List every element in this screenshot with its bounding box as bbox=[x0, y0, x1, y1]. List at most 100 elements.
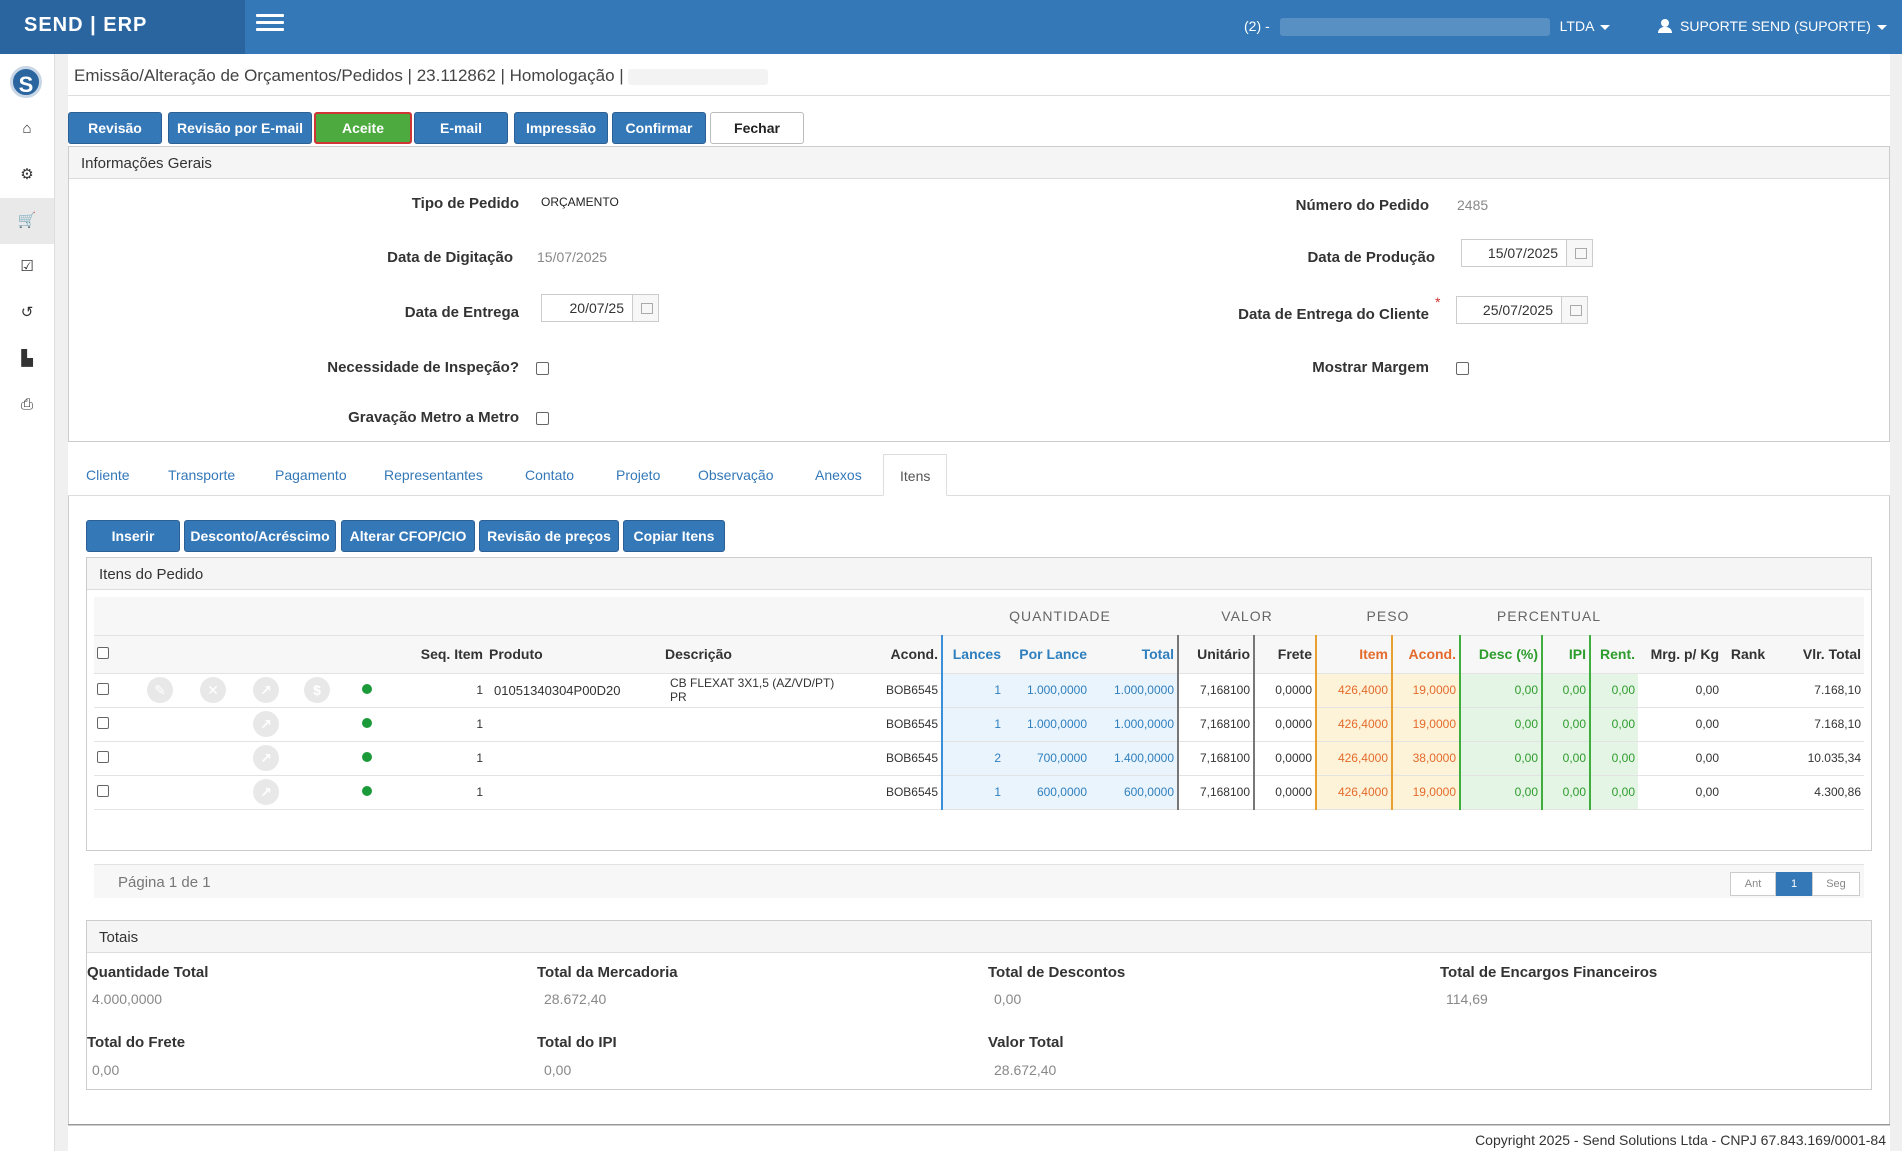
chart-icon[interactable]: ↗ bbox=[253, 677, 279, 703]
cell-ipi: 0,00 bbox=[1541, 707, 1590, 742]
col-item[interactable]: Item bbox=[1315, 635, 1392, 674]
revisao-email-button[interactable]: Revisão por E-mail bbox=[168, 112, 312, 144]
cell-lances: 1 bbox=[941, 673, 1004, 708]
row-checkbox[interactable] bbox=[97, 784, 109, 797]
inspecao-checkbox[interactable] bbox=[536, 362, 549, 375]
money-icon[interactable]: $ bbox=[304, 677, 330, 703]
row-checkbox[interactable] bbox=[97, 750, 109, 763]
col-rent[interactable]: Rent. bbox=[1589, 635, 1638, 674]
app-logo[interactable]: S bbox=[10, 66, 42, 98]
mostrar-margem-label: Mostrar Margem bbox=[1312, 359, 1429, 376]
home-icon[interactable]: ⌂ bbox=[22, 120, 32, 137]
data-entrega-cliente-input[interactable]: 25/07/2025 bbox=[1456, 296, 1588, 324]
row-checkbox[interactable] bbox=[97, 716, 109, 729]
company-selector[interactable]: (2) - LTDA bbox=[1244, 18, 1611, 37]
col-vlr-total[interactable]: Vlr. Total bbox=[1774, 635, 1864, 674]
cell-vlr-total: 7.168,10 bbox=[1774, 707, 1864, 742]
chart-icon[interactable]: ↗ bbox=[253, 779, 279, 805]
tab-itens[interactable]: Itens bbox=[883, 454, 948, 496]
col-frete[interactable]: Frete bbox=[1253, 635, 1316, 674]
col-produto[interactable]: Produto bbox=[486, 635, 662, 674]
gravacao-checkbox[interactable] bbox=[536, 412, 549, 425]
data-digitacao-label: Data de Digitação bbox=[387, 249, 513, 266]
cfop-button[interactable]: Alterar CFOP/CIO bbox=[341, 520, 475, 552]
table-row[interactable]: ↗ 1 BOB6545 1 1.000,0000 1.000,0000 7,16… bbox=[94, 707, 1864, 742]
settings-icon[interactable]: ⚙ bbox=[20, 166, 34, 183]
calendar-icon[interactable] bbox=[632, 295, 658, 321]
desconto-button[interactable]: Desconto/Acréscimo bbox=[184, 520, 336, 552]
checklist-icon[interactable]: ☑ bbox=[20, 258, 34, 275]
total-descontos-value: 0,00 bbox=[994, 991, 1022, 1007]
calendar-icon[interactable] bbox=[1566, 240, 1592, 266]
col-desc[interactable]: Desc (%) bbox=[1459, 635, 1542, 674]
status-dot-icon bbox=[362, 752, 372, 762]
menu-toggle-icon[interactable] bbox=[256, 14, 284, 36]
pager-next[interactable]: Seg bbox=[1812, 872, 1860, 896]
mostrar-margem-checkbox[interactable] bbox=[1456, 362, 1469, 375]
col-mrg[interactable]: Mrg. p/ Kg bbox=[1638, 635, 1722, 674]
chart-icon[interactable]: ↗ bbox=[253, 745, 279, 771]
tab-anexos[interactable]: Anexos bbox=[815, 467, 862, 483]
tipo-pedido-value: ORÇAMENTO bbox=[541, 195, 619, 209]
col-rank[interactable]: Rank bbox=[1722, 635, 1774, 674]
delete-icon[interactable]: ✕ bbox=[200, 677, 226, 703]
user-menu[interactable]: SUPORTE SEND (SUPORTE) bbox=[1658, 18, 1887, 34]
cell-ipi: 0,00 bbox=[1541, 741, 1590, 776]
inserir-button[interactable]: Inserir bbox=[86, 520, 180, 552]
history-icon[interactable]: ↺ bbox=[20, 304, 34, 321]
tab-projeto[interactable]: Projeto bbox=[616, 467, 661, 483]
table-row[interactable]: ✎ ✕ ↗ $ 1 01051340304P00D20 CB FLEXAT 3X… bbox=[94, 673, 1864, 708]
required-marker: * bbox=[1435, 294, 1441, 310]
col-unitario[interactable]: Unitário bbox=[1177, 635, 1254, 674]
chart-icon[interactable]: ↗ bbox=[253, 711, 279, 737]
tab-cliente[interactable]: Cliente bbox=[86, 467, 130, 483]
email-button[interactable]: E-mail bbox=[414, 112, 508, 144]
col-acond[interactable]: Acond. bbox=[842, 635, 942, 674]
cell-total-qtd: 1.000,0000 bbox=[1090, 707, 1178, 742]
impressao-button[interactable]: Impressão bbox=[514, 112, 608, 144]
company-name-redacted bbox=[1279, 18, 1550, 37]
revisao-button[interactable]: Revisão bbox=[68, 112, 162, 144]
cart-icon[interactable]: 🛒 bbox=[0, 198, 54, 244]
select-all-checkbox[interactable] bbox=[97, 647, 109, 659]
cell-lances: 1 bbox=[941, 775, 1004, 810]
data-producao-input[interactable]: 15/07/2025 bbox=[1461, 239, 1593, 267]
pager-page-1[interactable]: 1 bbox=[1776, 872, 1812, 896]
brand-logo[interactable]: SEND | ERP bbox=[0, 0, 245, 54]
col-acond-peso[interactable]: Acond. bbox=[1391, 635, 1460, 674]
tab-observacao[interactable]: Observação bbox=[698, 467, 774, 483]
confirmar-button[interactable]: Confirmar bbox=[612, 112, 706, 144]
chart-icon[interactable]: ▙ bbox=[21, 350, 33, 367]
col-seq[interactable]: Seq. Item bbox=[392, 635, 486, 674]
col-descricao[interactable]: Descrição bbox=[662, 635, 842, 674]
printer-icon[interactable]: ⎙ bbox=[20, 396, 33, 413]
col-ipi[interactable]: IPI bbox=[1541, 635, 1590, 674]
aceite-button[interactable]: Aceite bbox=[314, 112, 412, 144]
tab-pagamento[interactable]: Pagamento bbox=[275, 467, 347, 483]
tab-representantes[interactable]: Representantes bbox=[384, 467, 483, 483]
col-lances[interactable]: Lances bbox=[941, 635, 1004, 674]
cell-desc: 0,00 bbox=[1459, 673, 1542, 708]
copiar-itens-button[interactable]: Copiar Itens bbox=[623, 520, 725, 552]
revisao-precos-button[interactable]: Revisão de preços bbox=[479, 520, 619, 552]
column-header-row: Seq. Item Produto Descrição Acond. Lance… bbox=[94, 635, 1864, 674]
calendar-icon[interactable] bbox=[1561, 297, 1587, 323]
cell-rent: 0,00 bbox=[1589, 707, 1638, 742]
col-por-lance[interactable]: Por Lance bbox=[1004, 635, 1090, 674]
page-title: Emissão/Alteração de Orçamentos/Pedidos … bbox=[74, 66, 769, 86]
pager-prev[interactable]: Ant bbox=[1730, 872, 1776, 896]
tab-transporte[interactable]: Transporte bbox=[168, 467, 236, 483]
cell-rank bbox=[1722, 775, 1774, 810]
table-row[interactable]: ↗ 1 BOB6545 1 600,0000 600,0000 7,168100… bbox=[94, 775, 1864, 810]
cell-lances: 2 bbox=[941, 741, 1004, 776]
cell-frete: 0,0000 bbox=[1253, 775, 1316, 810]
cell-acond: BOB6545 bbox=[842, 673, 942, 708]
table-row[interactable]: ↗ 1 BOB6545 2 700,0000 1.400,0000 7,1681… bbox=[94, 741, 1864, 776]
row-checkbox[interactable] bbox=[97, 682, 109, 695]
col-total-qtd[interactable]: Total bbox=[1090, 635, 1178, 674]
tab-contato[interactable]: Contato bbox=[525, 467, 575, 483]
fechar-button[interactable]: Fechar bbox=[710, 112, 804, 144]
data-entrega-input[interactable]: 20/07/25 bbox=[541, 294, 659, 322]
edit-icon[interactable]: ✎ bbox=[147, 677, 173, 703]
cell-seq: 1 bbox=[392, 673, 486, 708]
